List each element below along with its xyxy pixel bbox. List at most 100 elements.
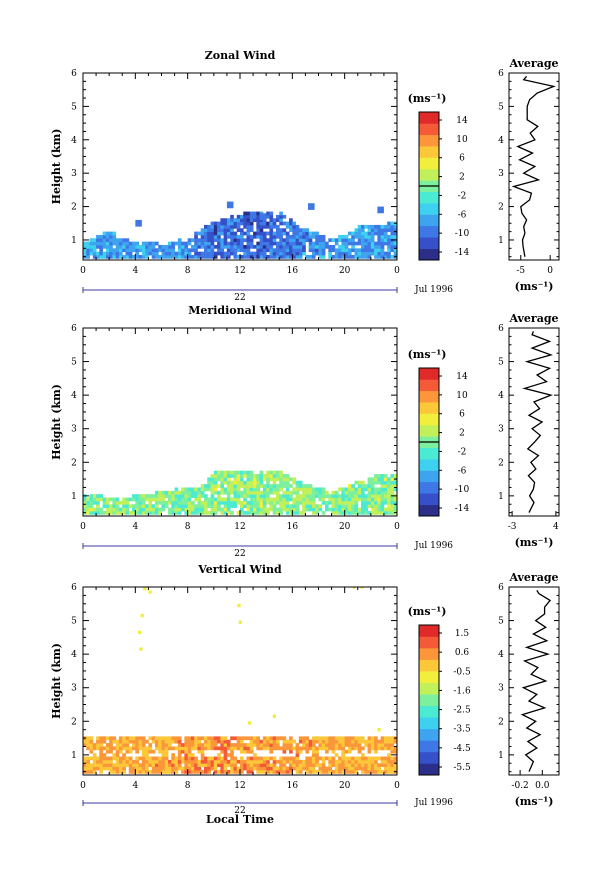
heatmap-cell [135, 749, 140, 754]
colorbar-swatch [419, 740, 439, 753]
heatmap-cell [197, 743, 202, 747]
x-tick-label: 0 [394, 781, 400, 791]
heatmap-cell [364, 238, 368, 243]
heatmap-cell [266, 756, 270, 761]
heatmap-cell [308, 231, 313, 236]
heatmap-cell [233, 251, 238, 256]
heatmap-cell [115, 244, 120, 249]
heatmap-cell [220, 241, 225, 246]
heatmap-cell [370, 763, 375, 768]
heatmap-cell [249, 211, 254, 216]
heatmap-cell [161, 736, 166, 741]
heatmap-cell [390, 739, 395, 744]
heatmap-cell [174, 241, 179, 246]
heatmap-cell [387, 487, 391, 492]
heatmap-cell [220, 470, 225, 475]
heatmap-cell [115, 497, 120, 502]
heatmap-cell [161, 504, 166, 509]
heatmap-cell [118, 759, 123, 764]
heatmap-cell [344, 504, 349, 509]
heatmap-cell [223, 231, 228, 236]
heatmap-cell [289, 244, 293, 249]
heatmap-cell [236, 228, 241, 233]
heatmap-cell [341, 251, 346, 256]
heatmap-cell [200, 500, 205, 505]
heatmap-cell [383, 238, 388, 243]
heatmap-cell [344, 736, 349, 741]
heatmap-cell [393, 234, 397, 239]
heatmap-cell [210, 244, 215, 249]
heatmap-cell [217, 753, 221, 757]
heatmap-cell [269, 474, 274, 478]
heatmap-cell [377, 234, 382, 239]
heatmap-cell [377, 510, 382, 515]
heatmap-cell [246, 228, 251, 233]
heatmap-cell [118, 510, 123, 515]
heatmap-cell [266, 470, 270, 475]
heatmap-cell [308, 254, 313, 259]
heatmap-cell [86, 500, 90, 505]
colorbar-tick-label: 2 [459, 173, 465, 183]
heatmap-cell [168, 248, 172, 253]
heatmap-cell [249, 470, 254, 475]
heatmap-cell [341, 490, 346, 495]
heatmap-cell [279, 211, 283, 216]
heatmap-cell [210, 766, 215, 771]
heatmap-cell [223, 241, 228, 246]
heatmap-cell [181, 244, 185, 249]
heatmap-cell [259, 504, 264, 509]
heatmap-cell [341, 497, 346, 502]
y-tick-label: 6 [71, 324, 77, 334]
heatmap-cell [361, 244, 365, 249]
heatmap-cell [374, 254, 378, 259]
heatmap-cell [92, 251, 97, 256]
heatmap-cell [177, 500, 182, 505]
heatmap-cell [387, 507, 391, 512]
heatmap-cell [315, 504, 319, 509]
heatmap-cell [311, 497, 316, 502]
heatmap-cell [230, 244, 234, 249]
heatmap-cell [105, 507, 110, 512]
heatmap-cell [184, 490, 189, 495]
heatmap-cell [217, 474, 221, 478]
heatmap-cell [128, 766, 133, 771]
heatmap-cell [262, 769, 267, 774]
heatmap-cell [347, 736, 352, 741]
heatmap-cell [331, 756, 336, 761]
heatmap-cell [197, 497, 202, 502]
heatmap-cell [230, 470, 234, 475]
heatmap-cell [83, 507, 87, 512]
heatmap-cell [354, 739, 359, 744]
heatmap-cell [380, 497, 385, 502]
heatmap-cell [210, 736, 215, 741]
heatmap-cell [194, 238, 198, 243]
colorbar-swatch [419, 214, 439, 227]
heatmap-cell [393, 759, 397, 764]
heatmap-cell [308, 739, 313, 744]
heatmap-cell [213, 477, 218, 482]
heatmap-cell [292, 763, 297, 768]
heatmap-cell [217, 769, 221, 774]
heatmap-cell [341, 510, 346, 515]
heatmap-cell [302, 759, 306, 764]
heatmap-cell [285, 510, 290, 515]
heatmap-cell [390, 241, 395, 246]
heatmap-cell [354, 487, 359, 492]
heatmap-cell [243, 248, 247, 253]
heatmap-cell [331, 238, 336, 243]
heatmap-cell [83, 759, 87, 764]
heatmap-cell [109, 241, 113, 246]
heatmap-cell [128, 746, 133, 751]
heatmap-cell [256, 477, 261, 482]
heatmap-cell [125, 504, 130, 509]
heatmap-cell [109, 504, 113, 509]
heatmap-cell [99, 241, 104, 246]
y-tick-label: 5 [71, 102, 77, 112]
heatmap-cell [279, 244, 283, 249]
profile-x-tick-label: -5 [516, 266, 525, 276]
heatmap-cell [154, 507, 159, 512]
heatmap-cell [115, 507, 120, 512]
heatmap-cell [269, 221, 274, 226]
heatmap-cell [361, 500, 365, 505]
heatmap-cell [259, 739, 264, 744]
